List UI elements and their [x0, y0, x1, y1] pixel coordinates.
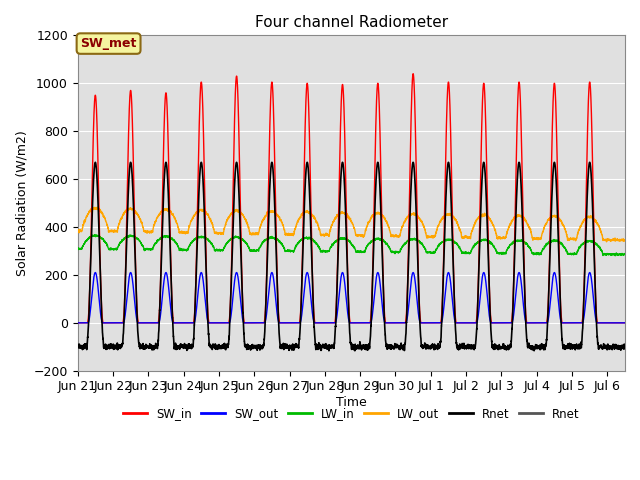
Y-axis label: Solar Radiation (W/m2): Solar Radiation (W/m2): [15, 130, 28, 276]
Text: SW_met: SW_met: [81, 37, 137, 50]
Title: Four channel Radiometer: Four channel Radiometer: [255, 15, 448, 30]
Legend: SW_in, SW_out, LW_in, LW_out, Rnet, Rnet: SW_in, SW_out, LW_in, LW_out, Rnet, Rnet: [118, 403, 584, 425]
X-axis label: Time: Time: [336, 396, 367, 408]
